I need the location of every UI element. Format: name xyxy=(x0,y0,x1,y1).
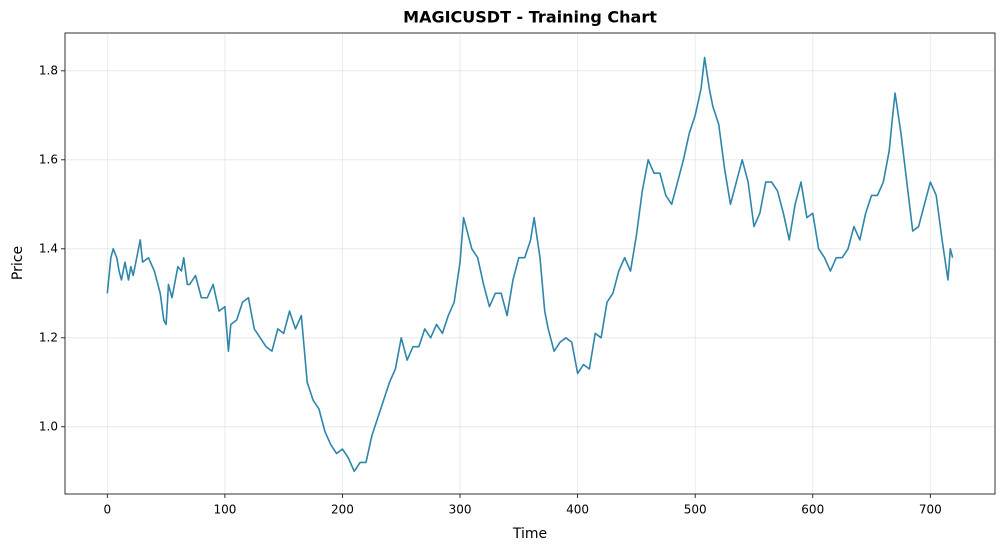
x-tick-label: 700 xyxy=(919,503,942,517)
price-line xyxy=(106,56,954,473)
y-tick-label: 1.0 xyxy=(39,419,58,433)
y-tick-label: 1.6 xyxy=(39,152,58,166)
x-tick-label: 600 xyxy=(801,503,824,517)
x-tick-label: 0 xyxy=(104,503,112,517)
chart-title: MAGICUSDT - Training Chart xyxy=(403,8,657,27)
y-axis-label: Price xyxy=(10,246,26,280)
y-tick-label: 1.2 xyxy=(39,330,58,344)
x-tick-label: 400 xyxy=(566,503,589,517)
x-tick-label: 500 xyxy=(684,503,707,517)
x-axis-label: Time xyxy=(512,526,547,542)
x-tick-label: 200 xyxy=(331,503,354,517)
plot-frame xyxy=(64,32,996,495)
y-tick-label: 1.8 xyxy=(39,63,58,77)
y-tick-label: 1.4 xyxy=(39,241,58,255)
x-tick-label: 300 xyxy=(449,503,472,517)
x-tick-label: 100 xyxy=(213,503,236,517)
